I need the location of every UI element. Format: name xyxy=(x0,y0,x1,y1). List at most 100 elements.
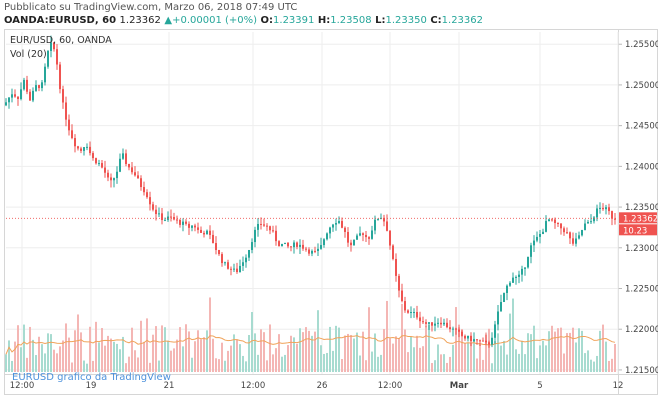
volume-bar xyxy=(470,343,472,372)
candle-body xyxy=(389,230,391,246)
volume-bar xyxy=(335,325,337,372)
volume-bar xyxy=(269,324,271,372)
candle-body xyxy=(233,268,235,270)
candle-body xyxy=(182,221,184,225)
volume-bar xyxy=(533,325,535,372)
open-label: O: xyxy=(260,15,274,26)
candle-body xyxy=(593,217,595,222)
volume-bar xyxy=(563,353,565,372)
candle-body xyxy=(224,262,226,264)
volume-bar xyxy=(14,341,16,372)
candle-body xyxy=(332,224,334,228)
candle-body xyxy=(338,221,340,224)
volume-bar xyxy=(242,355,244,372)
candle-body xyxy=(86,146,88,148)
candle-body xyxy=(8,97,10,103)
volume-bar xyxy=(68,337,70,372)
volume-bar xyxy=(113,341,115,372)
candle-body xyxy=(353,239,355,246)
candle-body xyxy=(293,242,295,248)
candle-body xyxy=(596,208,598,218)
volume-bar xyxy=(206,330,208,372)
candle-body xyxy=(197,227,199,230)
candle-body xyxy=(44,66,46,83)
volume-bar xyxy=(353,338,355,372)
candle-body xyxy=(302,244,304,249)
candle-body xyxy=(236,268,238,273)
price-chart[interactable]: 1.25500 1.25000 1.24500 1.24000 1.23500 1.230… xyxy=(4,29,658,395)
volume-bar xyxy=(200,339,202,372)
volume-bar xyxy=(320,345,322,372)
ticker-line: OANDA:EURUSD, 60 1.23362 ▲+0.00001 (+0%)… xyxy=(4,15,483,26)
candle-body xyxy=(269,226,271,231)
volume-bar xyxy=(272,354,274,372)
candle-body xyxy=(488,342,490,345)
candle-body xyxy=(5,102,7,106)
volume-bar xyxy=(83,360,85,372)
candle-body xyxy=(320,245,322,249)
volume-bar xyxy=(11,360,13,372)
candle-body xyxy=(437,322,439,324)
candle-body xyxy=(227,262,229,269)
candle-body xyxy=(404,301,406,311)
candle-body xyxy=(200,229,202,233)
candle-body xyxy=(152,204,154,210)
x-tick-label: 26 xyxy=(317,381,328,391)
volume-bar xyxy=(599,330,601,372)
volume-bar xyxy=(506,354,508,372)
close-value: 1.23362 xyxy=(441,15,484,26)
x-tick-label: 12:00 xyxy=(378,381,403,391)
candle-body xyxy=(554,219,556,224)
candle-body xyxy=(362,233,364,235)
candle-body xyxy=(248,249,250,258)
candle-body xyxy=(146,192,148,198)
volume-bar xyxy=(143,341,145,372)
volume-bar xyxy=(179,327,181,372)
volume-bar xyxy=(362,331,364,372)
volume-bar xyxy=(383,329,385,372)
candle-body xyxy=(533,240,535,246)
candle-body xyxy=(41,82,43,89)
volume-bar xyxy=(554,331,556,372)
candle-body xyxy=(260,223,262,225)
candle-body xyxy=(281,243,283,247)
candle-body xyxy=(206,230,208,235)
candle-body xyxy=(368,237,370,239)
volume-bar xyxy=(251,312,253,372)
candle-body xyxy=(32,90,34,101)
candle-body xyxy=(245,257,247,263)
candle-body xyxy=(560,223,562,229)
volume-bar xyxy=(20,347,22,372)
volume-bar xyxy=(590,359,592,372)
candle-body xyxy=(458,329,460,332)
volume-bar xyxy=(443,354,445,372)
volume-bar xyxy=(569,332,571,372)
volume-bar xyxy=(86,363,88,372)
volume-bar xyxy=(500,345,502,372)
volume-bar xyxy=(524,354,526,372)
volume-bar xyxy=(497,333,499,372)
volume-bar xyxy=(98,342,100,372)
volume-bar xyxy=(221,342,223,372)
volume-bar xyxy=(128,356,130,372)
candle-body xyxy=(176,219,178,221)
candle-body xyxy=(317,248,319,252)
volume-bar xyxy=(158,360,160,372)
tradingview-watermark[interactable]: EURUSD grafico da TradingView xyxy=(12,372,171,383)
candle-body xyxy=(47,50,49,67)
candle-body xyxy=(308,249,310,254)
volume-bar xyxy=(311,335,313,372)
candle-body xyxy=(272,230,274,232)
volume-bar xyxy=(578,328,580,372)
candle-body xyxy=(218,250,220,255)
chart-symbol-title: EUR/USD, 60, OANDA xyxy=(10,35,112,46)
volume-bar xyxy=(248,335,250,372)
chart-frame[interactable]: 1.25500 1.25000 1.24500 1.24000 1.23500 1.230… xyxy=(4,29,658,395)
volume-bar xyxy=(176,339,178,372)
volume-bar xyxy=(377,356,379,372)
volume-bar xyxy=(380,354,382,372)
candle-body xyxy=(395,258,397,276)
candle-body xyxy=(347,231,349,243)
candle-body xyxy=(323,239,325,246)
candle-body xyxy=(494,324,496,338)
